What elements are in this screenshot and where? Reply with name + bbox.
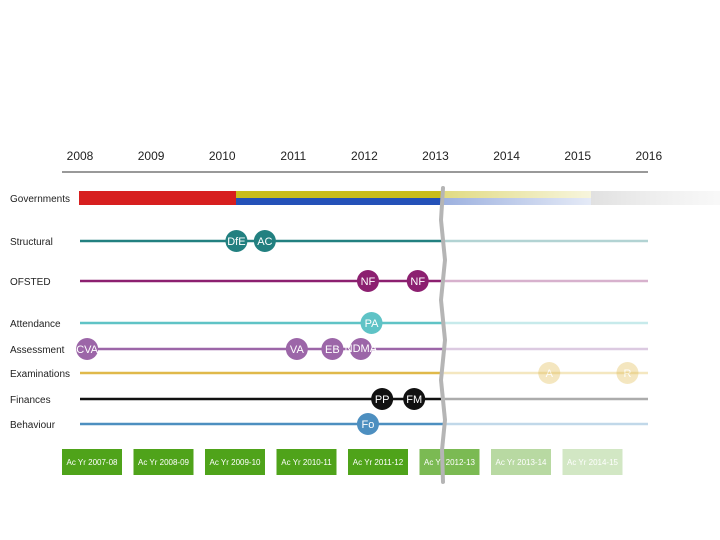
event-circle [356,413,379,435]
event-marker[interactable]: CVA [76,338,99,360]
year-label: 2009 [138,149,165,163]
event-label: AC [257,236,272,248]
event-label: VA [290,344,305,356]
event-circle [253,230,276,252]
year-label: 2008 [67,149,94,163]
academic-year-label: Ac Yr 2009-10 [210,458,262,467]
event-label: R [623,368,631,380]
event-circle [285,338,308,360]
academic-year-bg [205,449,265,475]
government-bar-yellow-future [443,191,591,198]
event-marker[interactable]: FM [403,388,426,410]
event-circle [360,312,383,334]
event-marker[interactable]: NDMA [345,338,378,360]
present-divider [438,186,448,484]
academic-year-box: Ac Yr 2014-15 [562,449,623,475]
government-bar-red [79,191,236,205]
row-label-behaviour: Behaviour [10,420,56,431]
row-label-examinations: Examinations [10,369,70,380]
event-label: A [546,368,554,380]
event-label: Fo [362,419,375,431]
government-bar-yellow [236,191,443,198]
academic-year-box: Ac Yr 2011-12 [348,449,408,475]
row-label-finances: Finances [10,395,51,406]
event-label: FM [406,394,422,406]
academic-year-bg [133,449,194,475]
event-label: NF [410,276,425,288]
event-marker[interactable]: VA [285,338,308,360]
government-bar-blue-future [443,198,591,205]
event-marker[interactable]: R [616,362,639,384]
event-label: PA [365,318,380,330]
event-marker[interactable]: PA [360,312,383,334]
year-label: 2013 [422,149,449,163]
event-circle [321,338,344,360]
event-label: PP [375,394,390,406]
event-marker[interactable]: Fo [356,413,379,435]
academic-year-bg [491,449,551,475]
event-marker[interactable]: EB [321,338,344,360]
event-marker[interactable]: PP [371,388,394,410]
event-circle [403,388,426,410]
academic-year-box: Ac Yr 2010-11 [276,449,337,475]
row-label-ofsted: OFSTED [10,277,51,288]
event-circle [76,338,99,360]
event-circle [406,270,429,292]
event-circle [356,270,379,292]
academic-year-bg [276,449,337,475]
event-label: CVA [76,344,98,356]
year-label: 2014 [493,149,520,163]
year-label: 2015 [564,149,591,163]
academic-year-box: Ac Yr 2012-13 [419,449,480,475]
year-label: 2010 [209,149,236,163]
academic-year-bg [562,449,623,475]
academic-year-label: Ac Yr 2007-08 [67,458,119,467]
academic-year-box: Ac Yr 2009-10 [205,449,265,475]
event-circle [538,362,561,384]
year-label: 2012 [351,149,378,163]
academic-year-label: Ac Yr 2013-14 [496,458,548,467]
academic-year-bg [348,449,408,475]
academic-year-bg [62,449,122,475]
year-label: 2016 [635,149,662,163]
row-label-attendance: Attendance [10,319,61,330]
academic-year-label: Ac Yr 2010-11 [281,458,332,467]
event-label: NF [361,276,376,288]
academic-year-box: Ac Yr 2013-14 [491,449,551,475]
academic-year-label: Ac Yr 2014-15 [567,458,619,467]
government-bar-blue [236,198,443,205]
row-label-governments: Governments [10,194,70,205]
event-circle [371,388,394,410]
event-marker[interactable]: AC [253,230,276,252]
row-label-assessment: Assessment [10,345,65,356]
academic-year-label: Ac Yr 2012-13 [424,458,476,467]
government-bar-unknown-future [591,191,720,205]
event-circle [349,338,372,360]
event-label: EB [325,344,340,356]
event-marker[interactable]: NF [356,270,379,292]
event-label: DfE [227,236,245,248]
row-label-structural: Structural [10,237,53,248]
academic-year-bg [419,449,480,475]
academic-year-label: Ac Yr 2011-12 [353,458,404,467]
academic-year-box: Ac Yr 2007-08 [62,449,122,475]
event-marker[interactable]: A [538,362,561,384]
event-label: NDMA [345,343,378,355]
year-label: 2011 [280,149,306,163]
event-marker[interactable]: NF [406,270,429,292]
event-circle [616,362,639,384]
academic-year-label: Ac Yr 2008-09 [138,458,190,467]
event-circle [225,230,248,252]
academic-year-box: Ac Yr 2008-09 [133,449,194,475]
event-marker[interactable]: DfE [225,230,248,252]
